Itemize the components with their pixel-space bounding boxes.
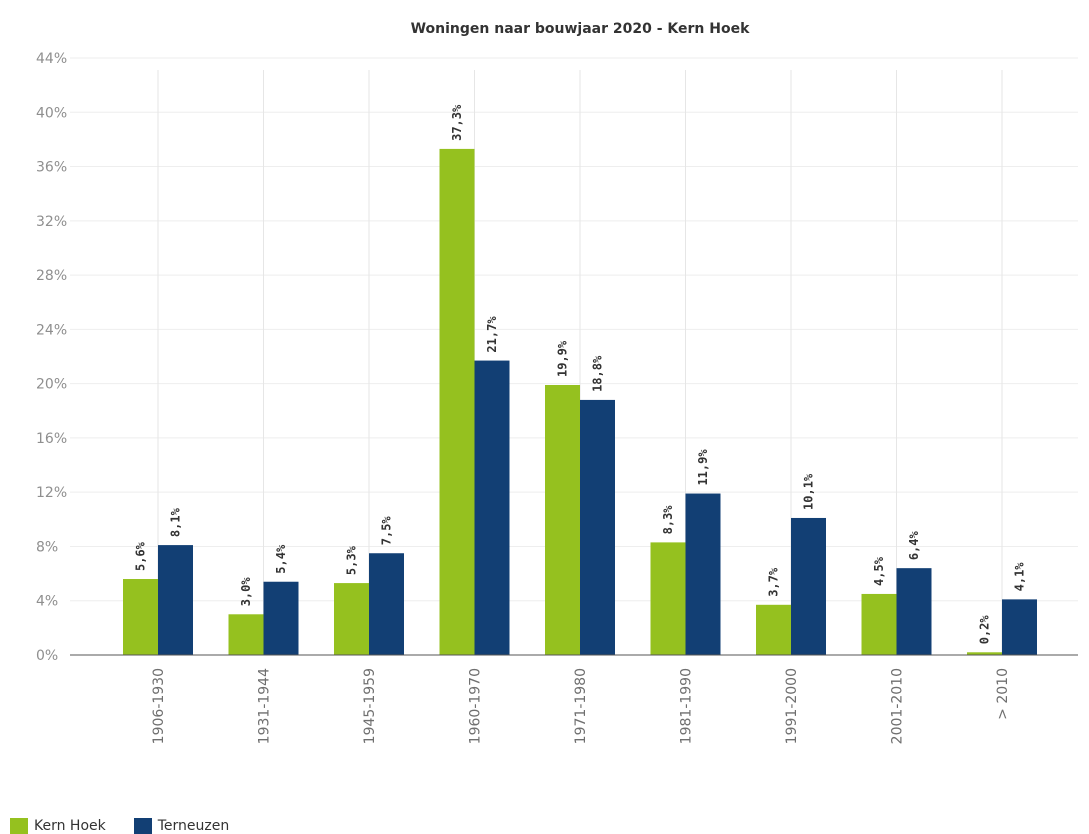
bar-kern-hoek[interactable] — [545, 384, 580, 655]
x-tick-label: 1991-2000 — [784, 668, 800, 744]
bar-kern-hoek[interactable] — [123, 579, 158, 655]
y-tick-label: 0% — [36, 648, 58, 664]
legend-item-terneuzen[interactable]: Terneuzen — [133, 818, 230, 834]
bar-kern-hoek[interactable] — [861, 593, 897, 655]
data-label: 6,4% — [907, 530, 921, 560]
data-label: 18,8% — [591, 355, 605, 392]
bar-terneuzen[interactable] — [158, 545, 193, 655]
bar-terneuzen[interactable] — [685, 493, 721, 655]
x-tick-label: 2001-2010 — [890, 668, 906, 744]
y-tick-label: 12% — [36, 485, 67, 501]
y-tick-label: 20% — [36, 377, 67, 393]
bar-terneuzen[interactable] — [580, 399, 615, 655]
data-label: 3,7% — [767, 567, 781, 597]
data-label: 4,1% — [1013, 562, 1027, 592]
data-label: 8,1% — [169, 507, 183, 537]
data-label: 0,2% — [978, 615, 992, 645]
x-tick-label: > 2010 — [995, 668, 1011, 720]
bars — [123, 148, 1037, 656]
x-tick-label: 1981-1990 — [679, 668, 695, 744]
bar-kern-hoek[interactable] — [334, 583, 369, 655]
bar-terneuzen[interactable] — [1002, 599, 1037, 655]
axes: 0% 4% 8% 12% 16% 20% 24% 28% 32% 36% 40% 44% 1906-19… — [36, 51, 1078, 744]
data-label: 19,9% — [556, 340, 570, 377]
y-tick-label: 8% — [36, 539, 58, 555]
bar-kern-hoek[interactable] — [439, 148, 475, 656]
bar-kern-hoek[interactable] — [650, 542, 686, 655]
legend-label-terneuzen: Terneuzen — [157, 818, 230, 834]
legend: Kern Hoek Terneuzen — [10, 818, 229, 834]
data-label: 5,6% — [134, 541, 148, 571]
y-tick-label: 40% — [36, 105, 67, 121]
bar-terneuzen[interactable] — [369, 553, 404, 655]
bar-terneuzen[interactable] — [896, 568, 932, 655]
y-tick-label: 4% — [36, 594, 58, 610]
data-label: 7,5% — [380, 516, 394, 546]
x-tick-label: 1906-1930 — [151, 668, 167, 744]
bar-terneuzen[interactable] — [263, 581, 299, 655]
y-tick-label: 32% — [36, 214, 67, 230]
data-label: 5,4% — [274, 544, 288, 574]
bar-terneuzen[interactable] — [474, 360, 510, 655]
y-tick-label: 16% — [36, 431, 67, 447]
legend-item-kern-hoek[interactable]: Kern Hoek — [10, 818, 106, 834]
bar-kern-hoek[interactable] — [756, 604, 791, 655]
data-label: 37,3% — [450, 104, 464, 141]
legend-label-kern-hoek: Kern Hoek — [34, 818, 106, 834]
y-tick-label: 24% — [36, 322, 67, 338]
data-label: 21,7% — [485, 316, 499, 353]
data-labels: 5,6% 8,1% 3,0% 5,4% 5,3% 7,5% 37,3% 21,7% 19,9% 1… — [134, 104, 1027, 644]
bar-terneuzen[interactable] — [791, 517, 826, 655]
x-tick-label: 1931-1944 — [257, 668, 273, 744]
chart-title: Woningen naar bouwjaar 2020 - Kern Hoek — [411, 21, 750, 37]
legend-swatch-terneuzen — [133, 818, 152, 834]
bar-kern-hoek[interactable] — [967, 652, 1002, 655]
x-tick-label: 1960-1970 — [468, 668, 484, 744]
data-label: 3,0% — [239, 577, 253, 607]
data-label: 5,3% — [345, 545, 359, 575]
data-label: 11,9% — [696, 449, 710, 486]
y-tick-label: 28% — [36, 268, 67, 284]
data-label: 8,3% — [661, 505, 675, 535]
data-label: 4,5% — [872, 556, 886, 586]
x-tick-label: 1945-1959 — [362, 668, 378, 744]
x-tick-label: 1971-1980 — [573, 668, 589, 744]
bar-kern-hoek[interactable] — [228, 614, 264, 655]
y-tick-label: 44% — [36, 51, 67, 67]
data-label: 10,1% — [802, 473, 816, 510]
legend-swatch-kern-hoek — [10, 818, 28, 834]
y-tick-label: 36% — [36, 160, 67, 176]
